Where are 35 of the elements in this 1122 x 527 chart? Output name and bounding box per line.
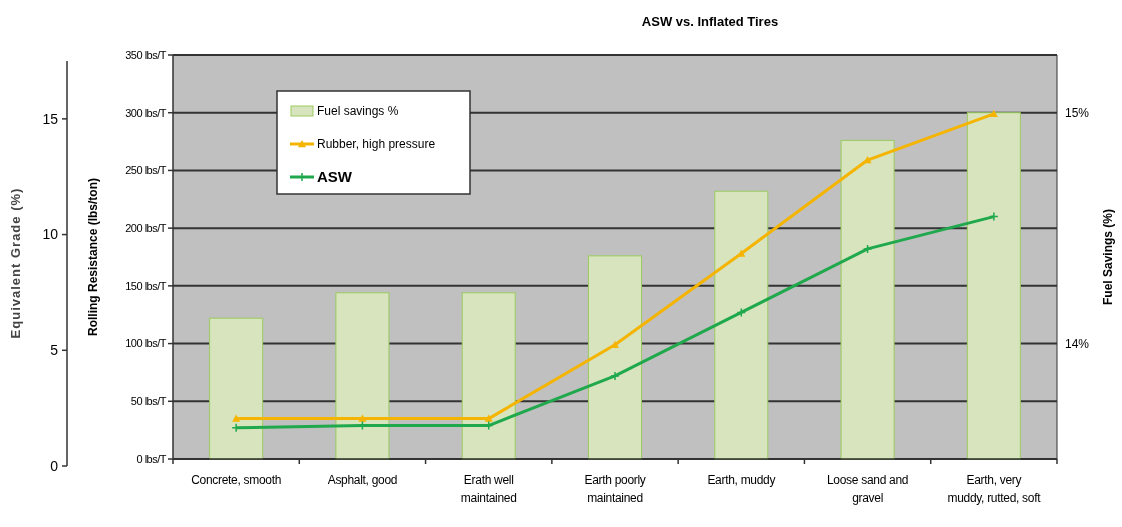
x-tick-label: Erath well maintained bbox=[460, 473, 517, 505]
y2-tick-label: 15% bbox=[1065, 105, 1090, 120]
y-tick-label: 200 lbs/T bbox=[125, 221, 167, 234]
y-tick-label: 100 lbs/T bbox=[125, 337, 167, 350]
point bbox=[989, 109, 998, 118]
y-tick-label: 0 lbs/T bbox=[136, 452, 167, 465]
y-tick-label: 300 lbs/T bbox=[125, 106, 167, 119]
y-tick-label: 50 lbs/T bbox=[130, 395, 167, 408]
x-tick-label: Earth poorly maintained bbox=[584, 473, 646, 505]
point bbox=[232, 414, 241, 422]
x-tick-label: Asphalt, good bbox=[327, 473, 398, 487]
point bbox=[611, 340, 619, 348]
x-tick-label: Loose sand and gravel bbox=[826, 473, 909, 505]
legend-label: Fuel savings % bbox=[317, 104, 399, 119]
y3-tick-label: 10 bbox=[42, 226, 59, 243]
x-tick-label: Earth, muddy bbox=[707, 473, 776, 487]
legend-label: Rubber, high pressure bbox=[317, 137, 436, 152]
point bbox=[862, 244, 873, 254]
y-tick-label: 150 lbs/T bbox=[125, 279, 167, 292]
x-tick-label: Earth, very muddy, rutted, soft bbox=[947, 473, 1042, 505]
point bbox=[989, 211, 999, 222]
legend-label: ASW bbox=[317, 168, 353, 186]
point bbox=[484, 414, 493, 422]
y-tick-label: 350 lbs/T bbox=[125, 48, 167, 61]
y-tick-label: 250 lbs/T bbox=[125, 164, 167, 177]
y3-axis-title: Equivalent Grade (%) bbox=[8, 187, 23, 339]
point bbox=[358, 414, 367, 422]
y3-tick-label: 0 bbox=[50, 457, 59, 474]
y3-tick-label: 5 bbox=[50, 342, 59, 359]
x-tick-label: Concrete, smooth bbox=[191, 473, 282, 487]
y3-tick-label: 15 bbox=[42, 110, 59, 127]
chart-title: ASW vs. Inflated Tires bbox=[641, 14, 779, 29]
y2-tick-label: 14% bbox=[1065, 336, 1090, 351]
y2-axis-title: Fuel Savings (%) bbox=[1101, 208, 1115, 306]
y-axis-title: Rolling Resistance (lbs/ton) bbox=[86, 177, 100, 337]
